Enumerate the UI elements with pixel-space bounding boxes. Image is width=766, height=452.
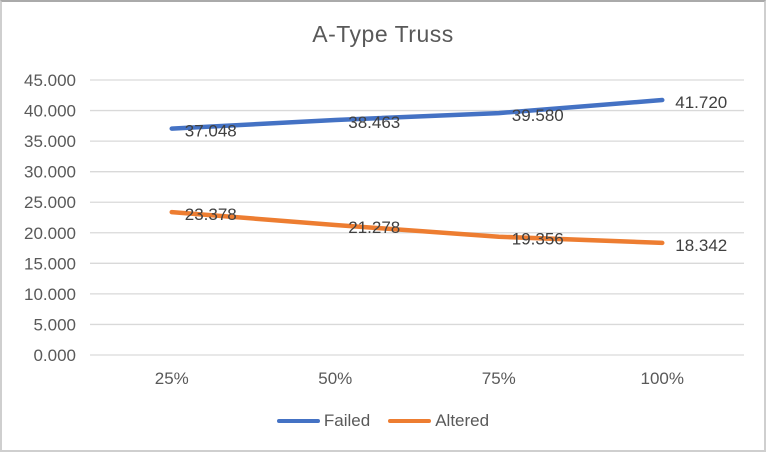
x-axis-tick-label: 100%	[641, 369, 684, 388]
data-label-failed: 41.720	[675, 93, 727, 112]
legend-item-altered[interactable]: Altered	[388, 411, 489, 431]
y-axis-tick-label: 20.000	[24, 224, 76, 243]
data-label-failed: 38.463	[348, 113, 400, 132]
series-line-altered[interactable]	[169, 209, 665, 246]
y-axis-tick-label: 15.000	[24, 254, 76, 273]
data-label-failed: 37.048	[185, 122, 237, 141]
y-axis-tick-label: 25.000	[24, 193, 76, 212]
y-axis-tick-label: 10.000	[24, 285, 76, 304]
data-label-altered: 18.342	[675, 236, 727, 255]
data-label-altered: 19.356	[512, 230, 564, 249]
legend-swatch-altered	[388, 418, 432, 424]
legend-label-failed: Failed	[323, 411, 371, 430]
y-axis-tick-label: 5.000	[33, 315, 76, 334]
y-axis-tick-label: 0.000	[33, 346, 76, 365]
y-axis-tick-label: 45.000	[24, 71, 76, 90]
chart-title: A-Type Truss	[312, 21, 454, 47]
y-axis-tick-label: 30.000	[24, 163, 76, 182]
x-axis-tick-label: 50%	[318, 369, 352, 388]
data-label-altered: 21.278	[348, 218, 400, 237]
x-axis-tick-label: 75%	[482, 369, 516, 388]
data-label-altered: 23.378	[185, 205, 237, 224]
legend-swatch-failed	[276, 418, 320, 424]
chart-legend: Failed Altered	[2, 411, 764, 431]
data-label-failed: 39.580	[512, 106, 564, 125]
legend-label-altered: Altered	[435, 411, 490, 430]
y-axis-tick-label: 35.000	[24, 132, 76, 151]
x-axis-tick-label: 25%	[155, 369, 189, 388]
series-line-failed[interactable]	[169, 97, 665, 131]
legend-item-failed[interactable]: Failed	[276, 411, 371, 431]
y-axis-tick-label: 40.000	[24, 102, 76, 121]
